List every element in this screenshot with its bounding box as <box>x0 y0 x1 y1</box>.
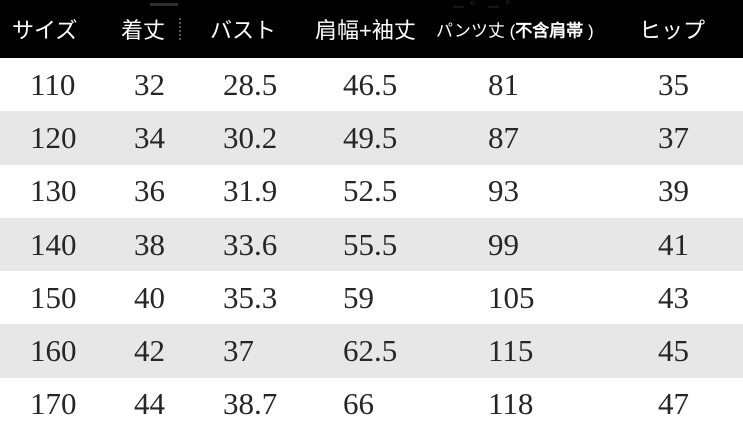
svg-text:°: ° <box>505 0 510 12</box>
svg-text:ー: ー <box>452 0 465 15</box>
svg-text:°: ° <box>470 0 475 13</box>
svg-text:ー: ー <box>487 0 500 15</box>
